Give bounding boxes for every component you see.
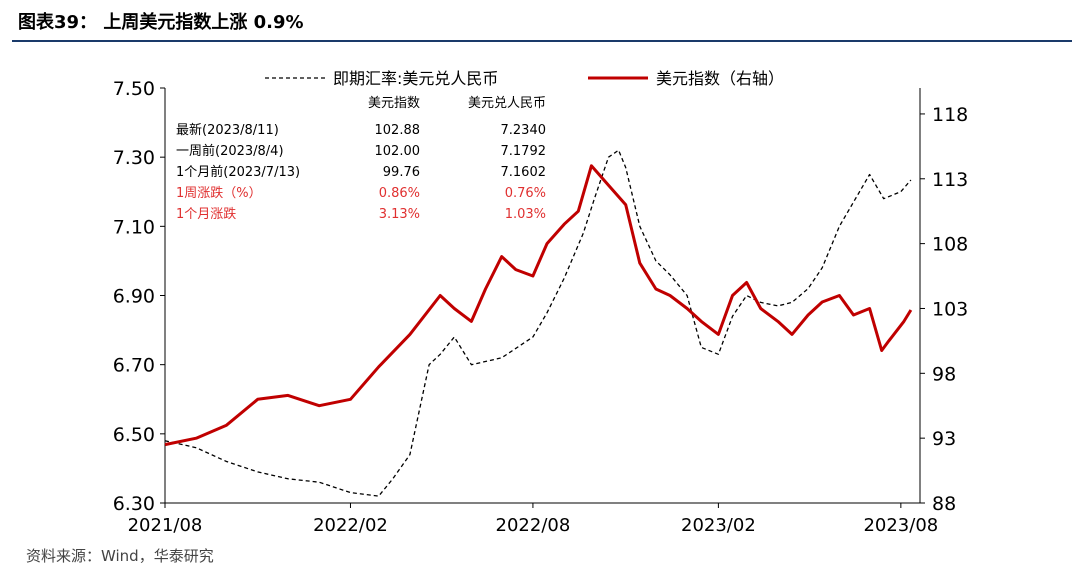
dollar-index-line (164, 164, 913, 447)
table-row-dollar-index-value: 0.86% (379, 186, 420, 201)
y-left-tick-label: 6.90 (113, 286, 155, 308)
usd-cny-line (164, 149, 912, 497)
y-right-tick-label: 118 (932, 104, 968, 126)
x-tick-label: 2022/08 (496, 515, 571, 536)
table-row-dollar-index-value: 102.88 (375, 123, 421, 138)
table-row-label: 1个月前(2023/7/13) (176, 164, 300, 180)
table-row-label: 1周涨跌（%） (176, 185, 262, 201)
table-row-usd-cny-value: 7.1602 (501, 165, 547, 180)
table-row-usd-cny-value: 7.1792 (501, 144, 547, 159)
source-note: 资料来源：Wind，华泰研究 (26, 547, 214, 565)
table-row-label: 一周前(2023/8/4) (176, 143, 284, 159)
axes: 6.30 6.50 6.70 6.90 7.10 7.30 7.50 88 93 98 103 108… (113, 78, 969, 536)
table-row-usd-cny-value: 1.03% (505, 207, 546, 222)
x-tick-label: 2023/08 (863, 515, 938, 536)
y-left-tick-label: 7.10 (113, 216, 155, 238)
y-left-tick-label: 6.30 (113, 493, 155, 515)
y-right-tick-label: 98 (932, 363, 956, 385)
legend-label-usd-cny: 即期汇率:美元兑人民币 (333, 69, 498, 88)
table-row-label: 1个月涨跌 (176, 206, 236, 222)
y-right-tick-label: 113 (932, 169, 968, 191)
y-right-tick-label: 108 (932, 234, 968, 256)
legend: 即期汇率:美元兑人民币 美元指数（右轴） (265, 69, 784, 88)
legend-label-dollar-index: 美元指数（右轴） (656, 69, 784, 88)
x-tick-label: 2023/02 (681, 515, 756, 536)
table-row-usd-cny-value: 0.76% (505, 186, 546, 201)
table-header-usd-cny: 美元兑人民币 (468, 96, 546, 111)
x-tick-label: 2021/08 (128, 515, 203, 536)
x-tick-label: 2022/02 (313, 515, 388, 536)
y-left-tick-label: 6.70 (113, 355, 155, 377)
title-divider (12, 40, 1072, 42)
table-row-usd-cny-value: 7.2340 (501, 123, 547, 138)
y-right-tick-label: 93 (932, 428, 956, 450)
y-left-tick-label: 7.30 (113, 147, 155, 169)
table-row-label: 最新(2023/8/11) (176, 122, 279, 138)
chart-title: 图表39： 上周美元指数上涨 0.9% (18, 12, 304, 33)
y-right-tick-label: 103 (932, 298, 968, 320)
y-right-tick-label: 88 (932, 493, 956, 515)
table-row-dollar-index-value: 102.00 (375, 144, 421, 159)
y-left-tick-label: 6.50 (113, 424, 155, 446)
table-header-dollar-index: 美元指数 (368, 96, 420, 111)
y-left-tick-label: 7.50 (113, 78, 155, 100)
table-row-dollar-index-value: 99.76 (383, 165, 420, 180)
table-row-dollar-index-value: 3.13% (379, 207, 420, 222)
series-layer (164, 149, 913, 497)
